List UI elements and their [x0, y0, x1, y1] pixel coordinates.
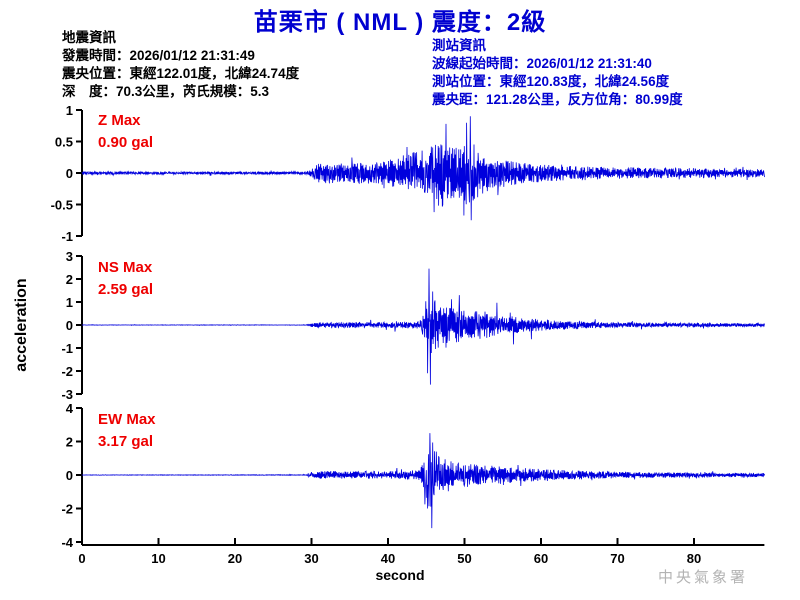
svg-text:20: 20: [228, 551, 242, 566]
svg-text:-2: -2: [61, 502, 73, 517]
svg-text:80: 80: [687, 551, 701, 566]
svg-text:60: 60: [534, 551, 548, 566]
svg-text:0: 0: [66, 468, 73, 483]
channel-label-z: Z Max 0.90 gal: [98, 110, 153, 154]
channel-label-ns: NS Max 2.59 gal: [98, 257, 153, 301]
earthquake-info-heading: 地震資訊: [62, 30, 116, 45]
svg-text:-4: -4: [61, 535, 73, 550]
channel-z-max-value: 0.90 gal: [98, 134, 154, 151]
svg-text:-1: -1: [61, 341, 73, 356]
svg-text:3: 3: [66, 249, 73, 264]
page-title: 苗栗市 ( NML ) 震度：2級: [253, 9, 547, 36]
svg-text:1: 1: [66, 103, 73, 118]
svg-text:4: 4: [66, 401, 74, 416]
channel-ew-max-name: EW Max: [98, 411, 156, 428]
channel-ns-max-value: 2.59 gal: [98, 281, 154, 298]
svg-text:10: 10: [151, 551, 165, 566]
svg-text:30: 30: [304, 551, 318, 566]
svg-text:2: 2: [66, 272, 73, 287]
svg-text:-0.5: -0.5: [51, 198, 73, 213]
svg-text:70: 70: [610, 551, 624, 566]
svg-text:40: 40: [381, 551, 395, 566]
svg-text:0: 0: [66, 166, 73, 181]
svg-text:2: 2: [66, 435, 73, 450]
svg-text:50: 50: [457, 551, 471, 566]
svg-text:-2: -2: [61, 364, 73, 379]
channel-ns-max-name: NS Max: [98, 259, 153, 276]
station-info-heading: 測站資訊: [432, 38, 486, 53]
earthquake-origin-time: 發震時間：2026/01/12 21:31:49: [62, 48, 255, 63]
channel-ew-max-value: 3.17 gal: [98, 433, 154, 450]
svg-text:-1: -1: [61, 229, 73, 244]
svg-text:0.5: 0.5: [55, 135, 73, 150]
svg-text:0: 0: [78, 551, 85, 566]
epicentral-distance-azimuth: 震央距：121.28公里，反方位角：80.99度: [432, 92, 683, 107]
wave-start-time: 波線起始時間：2026/01/12 21:31:40: [432, 56, 652, 71]
station-info: 測站資訊 波線起始時間：2026/01/12 21:31:40 測站位置：東經1…: [432, 37, 683, 109]
station-location: 測站位置：東經120.83度，北緯24.56度: [432, 74, 670, 89]
x-axis-title: second: [375, 567, 425, 583]
channel-z-max-name: Z Max: [98, 112, 141, 129]
earthquake-info: 地震資訊 發震時間：2026/01/12 21:31:49 震央位置：東經122…: [62, 29, 299, 101]
channel-label-ew: EW Max 3.17 gal: [98, 409, 156, 453]
epicenter-location: 震央位置：東經122.01度，北緯24.74度: [62, 66, 300, 81]
agency-watermark: 中央氣象署: [657, 568, 748, 586]
svg-text:1: 1: [66, 295, 73, 310]
svg-text:-3: -3: [61, 387, 73, 402]
svg-text:0: 0: [66, 318, 73, 333]
depth-and-magnitude: 深 度：70.3公里，芮氏規模：5.3: [62, 84, 270, 99]
